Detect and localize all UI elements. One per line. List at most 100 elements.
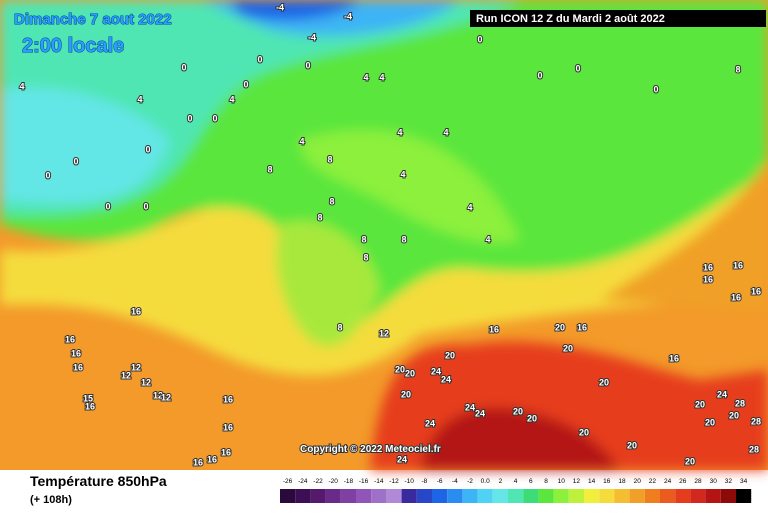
scale-swatch (401, 489, 417, 503)
isotherm-label: 8 (329, 196, 334, 206)
scale-label: 26 (679, 478, 687, 485)
scale-label: 32 (725, 478, 733, 485)
isotherm-label: -4 (308, 32, 316, 42)
scale-swatch (295, 489, 311, 503)
scale-label: 12 (573, 478, 581, 485)
scale-swatch (568, 489, 584, 503)
scale-label: -8 (422, 478, 428, 485)
scale-swatch (325, 489, 341, 503)
isotherm-label: 16 (489, 324, 499, 334)
isotherm-label: 16 (703, 262, 713, 272)
isotherm-label: 16 (193, 457, 203, 467)
isotherm-label: 4 (397, 127, 402, 137)
scale-label: 20 (634, 478, 642, 485)
isotherm-label: 4 (379, 72, 384, 82)
isotherm-label: 4 (400, 169, 405, 179)
scale-swatch (523, 489, 539, 503)
isotherm-label: 0 (181, 62, 186, 72)
color-scale: -26 -24 -22 -20 -18 -16 -14 -12 -10 -8 -6 -4 -2 0.0 2 4… (280, 478, 752, 503)
scale-label: 16 (603, 478, 611, 485)
isotherm-label: 4 (467, 202, 472, 212)
isotherm-label: 8 (735, 64, 740, 74)
isotherm-label: 0 (105, 201, 110, 211)
isotherm-label: 20 (579, 427, 589, 437)
isotherm-label: -4 (344, 11, 352, 21)
isotherm-label: 24 (475, 408, 485, 418)
scale-label: 30 (710, 478, 718, 485)
scale-swatch (599, 489, 615, 503)
isotherm-label: 0 (212, 113, 217, 123)
scale-swatch (356, 489, 372, 503)
isotherm-label: 8 (267, 164, 272, 174)
scale-swatch (340, 489, 356, 503)
scale-label: 8 (544, 478, 548, 485)
isotherm-label: 4 (137, 94, 142, 104)
copyright: Copyright © 2022 Meteociel.fr (300, 444, 441, 455)
scale-swatch (371, 489, 387, 503)
scale-swatch (720, 489, 736, 503)
scale-label: -2 (467, 478, 473, 485)
isotherm-label: 16 (577, 322, 587, 332)
isotherm-label: 24 (425, 418, 435, 428)
scale-label: 4 (514, 478, 518, 485)
isotherm-label: 8 (363, 252, 368, 262)
isotherm-label: 16 (73, 362, 83, 372)
isotherm-label: 12 (153, 390, 163, 400)
scale-swatch (508, 489, 524, 503)
isotherm-label: 12 (161, 392, 171, 402)
run-banner (470, 10, 766, 27)
isotherm-label: 28 (749, 444, 759, 454)
scale-label: -14 (374, 478, 384, 485)
scale-swatch (660, 489, 676, 503)
scale-swatch (614, 489, 630, 503)
isotherm-label: 4 (485, 234, 490, 244)
scale-swatch (386, 489, 402, 503)
scale-swatch (538, 489, 554, 503)
scale-swatch (705, 489, 721, 503)
scale-swatch (553, 489, 569, 503)
scale-label: 28 (694, 478, 702, 485)
scale-swatch (629, 489, 645, 503)
isotherm-label: 4 (229, 94, 234, 104)
isotherm-label: 0 (653, 84, 658, 94)
scale-swatch (310, 489, 326, 503)
isotherm-label: 24 (441, 374, 451, 384)
scale-label: 14 (588, 478, 596, 485)
scale-label: 6 (529, 478, 533, 485)
isotherm-label: 16 (751, 286, 761, 296)
scale-label: 24 (664, 478, 672, 485)
scale-label: 10 (558, 478, 566, 485)
isotherm-label: 15 (83, 393, 93, 403)
scale-swatch (736, 489, 752, 503)
isotherm-label: 16 (703, 274, 713, 284)
isotherm-label: 4 (19, 81, 24, 91)
isotherm-label: 12 (121, 370, 131, 380)
isotherm-label: 12 (141, 377, 151, 387)
isotherm-label: 16 (669, 353, 679, 363)
isotherm-label: 4 (443, 127, 448, 137)
isotherm-label: 0 (143, 201, 148, 211)
isotherm-label: 0 (243, 79, 248, 89)
scale-swatch (462, 489, 478, 503)
isotherm-label: 20 (627, 440, 637, 450)
scale-swatch (584, 489, 600, 503)
legend-title: Température 850hPa (30, 473, 167, 489)
scale-swatch (416, 489, 432, 503)
scale-label: -16 (359, 478, 369, 485)
scale-label: -12 (389, 478, 399, 485)
isotherm-label: 0 (73, 156, 78, 166)
isotherm-label: 8 (401, 234, 406, 244)
scale-swatch (432, 489, 448, 503)
isotherm-label: 20 (445, 350, 455, 360)
isotherm-label: 20 (405, 368, 415, 378)
isotherm-label: 0 (257, 54, 262, 64)
isotherm-label: 16 (207, 454, 217, 464)
scale-swatch (675, 489, 691, 503)
scale-label: 34 (740, 478, 748, 485)
isotherm-label: 4 (299, 136, 304, 146)
isotherm-label: 20 (513, 406, 523, 416)
isotherm-label: 8 (317, 212, 322, 222)
scale-label: 2 (499, 478, 503, 485)
